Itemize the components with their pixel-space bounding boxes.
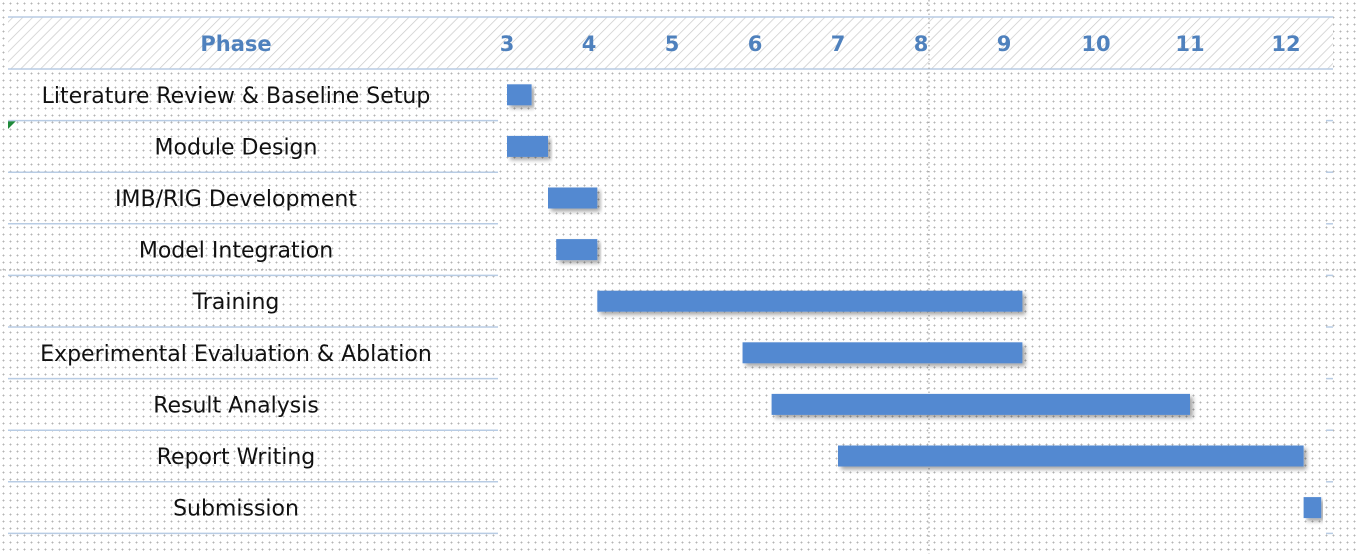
- axis-tick-label: 3: [500, 32, 515, 56]
- task-label: IMB/RIG Development: [115, 187, 357, 212]
- task-bar: [548, 187, 598, 209]
- axis-tick-label: 8: [914, 32, 929, 56]
- task-label: Module Design: [155, 135, 318, 160]
- axis-tick-label: 7: [831, 32, 846, 56]
- task-label: Experimental Evaluation & Ablation: [40, 342, 432, 367]
- header-background: [8, 17, 1333, 69]
- task-bar: [597, 290, 1023, 312]
- task-bar: [507, 135, 548, 157]
- cell-comment-marker: [8, 121, 16, 129]
- task-bar: [838, 445, 1304, 467]
- axis-tick-label: 5: [665, 32, 680, 56]
- axis-tick-label: 6: [748, 32, 763, 56]
- task-rows: Literature Review & Baseline Setup Module…: [8, 84, 1333, 535]
- axis-tick-label: 11: [1175, 32, 1204, 56]
- task-bar: [556, 239, 598, 261]
- axis-tick-label: 9: [997, 32, 1012, 56]
- task-bar: [742, 342, 1023, 364]
- task-bar: [771, 393, 1190, 415]
- axis-tick-label: 4: [582, 32, 597, 56]
- task-label: Model Integration: [139, 239, 333, 264]
- time-axis: 3 4 5 6 7 8 9 10 11 12: [500, 32, 1301, 56]
- task-label: Result Analysis: [153, 393, 319, 418]
- task-bar: [1303, 497, 1322, 519]
- task-label: Report Writing: [157, 445, 316, 470]
- task-label: Submission: [173, 497, 299, 522]
- axis-tick-label: 12: [1271, 32, 1300, 56]
- phase-header: Phase: [200, 32, 271, 56]
- task-label: Literature Review & Baseline Setup: [42, 84, 431, 109]
- header-row: Phase 3 4 5 6 7 8 9 10 11 12: [8, 16, 1333, 70]
- axis-tick-label: 10: [1081, 32, 1110, 56]
- task-bar: [507, 84, 532, 106]
- task-label: Training: [192, 290, 280, 315]
